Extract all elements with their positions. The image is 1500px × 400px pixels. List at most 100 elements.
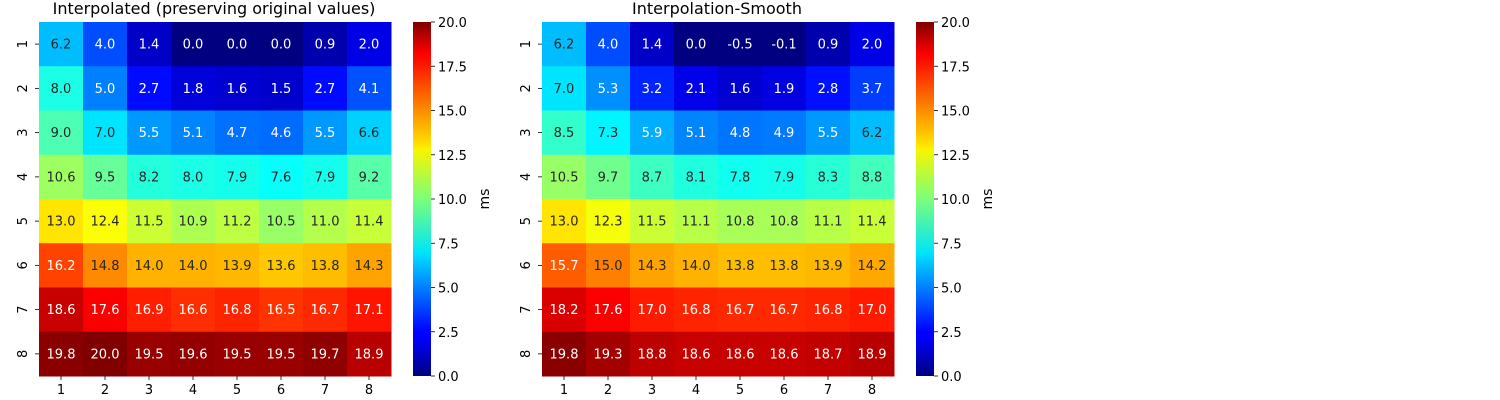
cell-value-label: 16.8 <box>223 303 252 318</box>
heatmap-cell <box>303 66 348 111</box>
heatmap-cell <box>542 199 587 244</box>
x-tick-label: 4 <box>692 383 700 398</box>
cell-value-label: 5.5 <box>139 126 160 141</box>
cell-value-label: 16.6 <box>179 303 208 318</box>
heatmap-cell <box>259 22 304 67</box>
cell-value-label: 18.9 <box>858 347 887 362</box>
cell-value-label: 10.8 <box>726 215 755 230</box>
x-tick-label: 7 <box>824 383 832 398</box>
heatmap-cell <box>806 22 851 67</box>
heatmap-cell <box>674 110 719 156</box>
cell-value-label: 14.0 <box>682 259 711 274</box>
heatmap-cell <box>39 243 84 288</box>
cell-value-label: 18.8 <box>638 347 667 362</box>
colorbar-label: ms <box>980 189 996 210</box>
cell-value-label: 14.2 <box>858 259 887 274</box>
heatmap-cell <box>347 66 392 111</box>
heatmap-cell <box>347 243 392 288</box>
heatmap-cell <box>806 331 851 377</box>
heatmap-cell <box>127 331 172 377</box>
heatmap-cell <box>347 287 392 333</box>
heatmap-cell-labels: 6.2 4.0 1.4 0.0 -0.5 -0.1 0.9 2.0 7.0 5.3 3.2 2.1 1.… <box>550 38 887 363</box>
cell-value-label: 17.1 <box>355 303 384 318</box>
cell-value-label: 1.8 <box>183 82 204 97</box>
cell-value-label: 13.9 <box>223 259 252 274</box>
colorbar-tick-label: 2.5 <box>438 326 459 341</box>
cell-value-label: 7.9 <box>774 170 795 185</box>
heatmap-cell <box>127 154 172 200</box>
heatmap-cell <box>215 243 260 288</box>
heatmap-cell <box>347 110 392 156</box>
y-tick-label: 3 <box>519 128 534 136</box>
heatmap-cell <box>674 154 719 200</box>
cell-value-label: 10.8 <box>770 215 799 230</box>
cell-value-label: 18.2 <box>550 303 579 318</box>
heatmap-cells <box>542 22 895 377</box>
heatmap-panel-smooth: Interpolation-Smooth 6.2 4.0 1.4 0.0 -0.5 -0.… <box>519 0 996 398</box>
heatmap-cell <box>586 66 631 111</box>
heatmap-cell <box>718 199 763 244</box>
heatmap-cell <box>806 287 851 333</box>
colorbar-tick-label: 2.5 <box>941 326 962 341</box>
heatmap-cell <box>718 154 763 200</box>
cell-value-label: 4.1 <box>359 82 380 97</box>
y-axis-ticks: 1 2 3 4 5 6 7 8 <box>16 40 39 358</box>
heatmap-cell <box>259 331 304 377</box>
heatmap-cell <box>762 154 807 200</box>
heatmap-cell <box>303 243 348 288</box>
x-tick-label: 6 <box>277 383 285 398</box>
cell-value-label: 0.0 <box>271 38 292 53</box>
cell-value-label: 16.7 <box>770 303 799 318</box>
colorbar-label: ms <box>477 189 493 210</box>
heatmap-cell <box>347 154 392 200</box>
colorbar-gradient <box>916 22 934 376</box>
colorbar-gradient <box>413 22 431 376</box>
y-tick-label: 7 <box>16 305 31 313</box>
chart-title: Interpolated (preserving original values… <box>53 0 376 18</box>
heatmap-cell <box>83 331 128 377</box>
cell-value-label: 8.0 <box>183 170 204 185</box>
colorbar-tick-label: 0.0 <box>941 370 962 385</box>
cell-value-label: 2.7 <box>315 82 336 97</box>
heatmap-cell <box>850 66 895 111</box>
heatmap-cell <box>303 287 348 333</box>
heatmap-cell <box>215 22 260 67</box>
cell-value-label: 19.5 <box>223 347 252 362</box>
heatmap-cell <box>762 22 807 67</box>
cell-value-label: 5.9 <box>642 126 663 141</box>
heatmap-cell <box>259 243 304 288</box>
heatmap-cell <box>39 110 84 156</box>
heatmap-cell <box>630 154 675 200</box>
y-tick-label: 8 <box>519 350 534 358</box>
cell-value-label: 20.0 <box>91 347 120 362</box>
cell-value-label: 17.6 <box>594 303 623 318</box>
cell-value-label: 1.6 <box>227 82 248 97</box>
y-tick-label: 4 <box>16 173 31 181</box>
heatmap-cells <box>39 22 392 377</box>
cell-value-label: 6.2 <box>51 38 72 53</box>
cell-value-label: 4.6 <box>271 126 292 141</box>
cell-value-label: 11.5 <box>638 215 667 230</box>
heatmap-cell <box>850 110 895 156</box>
y-tick-label: 3 <box>16 128 31 136</box>
heatmap-cell <box>215 110 260 156</box>
y-tick-label: 8 <box>16 350 31 358</box>
heatmap-cell <box>630 66 675 111</box>
cell-value-label: 4.8 <box>730 126 751 141</box>
cell-value-label: 2.7 <box>139 82 160 97</box>
cell-value-label: 11.1 <box>682 215 711 230</box>
heatmap-cell <box>806 243 851 288</box>
x-tick-label: 3 <box>145 383 153 398</box>
heatmap-cell <box>39 22 84 67</box>
heatmap-cell <box>83 110 128 156</box>
heatmap-cell <box>303 22 348 67</box>
heatmap-cell <box>127 66 172 111</box>
heatmap-cell <box>806 110 851 156</box>
heatmap-cell <box>806 66 851 111</box>
y-tick-label: 1 <box>519 40 534 48</box>
cell-value-label: -0.5 <box>727 38 752 53</box>
cell-value-label: 7.9 <box>227 170 248 185</box>
x-tick-label: 8 <box>868 383 876 398</box>
cell-value-label: 13.8 <box>770 259 799 274</box>
